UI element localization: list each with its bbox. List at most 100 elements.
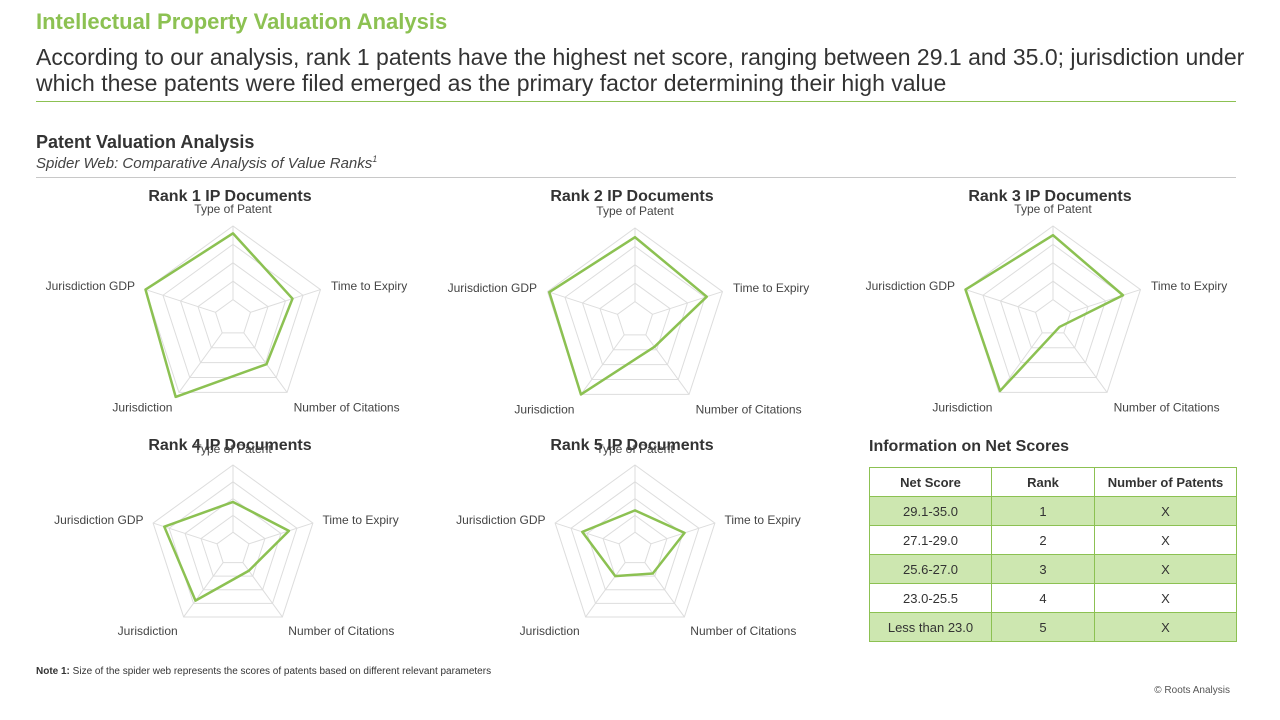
radar-series-line [163,500,291,602]
table-row: 25.6-27.0 3 X [869,554,1237,584]
radar-grid-ring [1017,280,1089,349]
radar-axis-label: Number of Citations [294,400,400,414]
radar-axis-label: Number of Citations [690,624,796,638]
cell-net-score: 25.6-27.0 [869,554,992,584]
cell-number-of-patents: X [1094,496,1237,526]
cell-number-of-patents: X [1094,583,1237,613]
footnote-text: Size of the spider web represents the sc… [69,666,492,677]
title-divider [36,101,1236,102]
radar-spoke [243,332,288,393]
radar-spoke [1063,332,1108,393]
header-rank: Rank [991,467,1095,497]
section-title: Patent Valuation Analysis [36,132,255,152]
cell-rank: 5 [991,612,1095,642]
radar-grid-ring [1034,298,1072,334]
radar-chart-rank-2: Rank 2 IP Documents Type of Patent Time t… [437,188,827,428]
radar-title: Rank 2 IP Documents [550,188,714,205]
radar-series-line [548,235,708,396]
radar-spoke [250,289,321,313]
radar-grid-ring [618,531,652,564]
radar-axis-label: Number of Citations [288,624,394,638]
radar-svg: Type of Patent Time to Expiry Number of Ci… [54,442,399,638]
radar-grid-ring [564,245,706,381]
radar-axis-label: Time to Expiry [724,513,800,527]
radar-svg: Type of Patent Time to Expiry Number of Ci… [866,202,1228,414]
table-row: Less than 23.0 5 X [869,612,1237,642]
radar-spoke [644,562,685,618]
radar-chart-rank-5: Rank 5 IP Documents Type of Patent Time t… [437,437,827,677]
radar-title: Rank 3 IP Documents [968,188,1132,205]
radar-grid-ring [616,300,654,336]
cell-net-score: 27.1-29.0 [869,525,992,555]
cell-number-of-patents: X [1094,554,1237,584]
cell-number-of-patents: X [1094,525,1237,555]
radar-grid-ring [216,531,250,564]
radar-axis-label: Jurisdiction [514,402,574,416]
radar-spoke [998,332,1043,393]
radar-series-line [581,509,686,578]
radar-grid-ring [999,262,1107,364]
cell-net-score: 23.0-25.5 [869,583,992,613]
radar-axis-label: Jurisdiction [118,624,178,638]
radar-title: Rank 4 IP Documents [148,437,312,454]
radar-svg: Type of Patent Time to Expiry Number of Ci… [456,442,801,638]
radar-svg: Type of Patent Time to Expiry Number of Ci… [46,202,408,414]
radar-axis-label: Type of Patent [596,442,674,456]
radar-spoke [585,562,626,618]
radar-spoke [554,522,620,545]
net-scores-title: Information on Net Scores [869,438,1070,455]
radar-grid-ring [599,282,671,351]
radar-spoke [178,332,223,393]
section-subtitle: Spider Web: Comparative Analysis of Valu… [36,154,378,172]
section-divider [36,177,1236,178]
radar-grid-ring [197,280,269,349]
radar-spoke [183,562,224,618]
radar-grid-ring [546,227,724,395]
radar-axis-label: Type of Patent [1014,202,1092,216]
radar-title: Rank 1 IP Documents [148,188,312,205]
cell-rank: 2 [991,525,1095,555]
radar-grid-ring [964,225,1142,393]
radar-spoke [248,522,314,545]
radar-grid-ring [152,464,314,618]
table-row: 29.1-35.0 1 X [869,496,1237,526]
radar-spoke [580,334,625,395]
page-title: Intellectual Property Valuation Analysis [36,9,448,34]
radar-axis-label: Jurisdiction [520,624,580,638]
radar-axis-label: Time to Expiry [322,513,398,527]
cell-number-of-patents: X [1094,612,1237,642]
radar-axis-label: Type of Patent [194,202,272,216]
copyright: © Roots Analysis [1154,685,1230,696]
table-row: 23.0-25.5 4 X [869,583,1237,613]
radar-grid-ring [214,298,252,334]
radar-axis-label: Time to Expiry [1151,279,1227,293]
radar-grid-ring [179,262,287,364]
radar-axis-label: Type of Patent [596,204,674,218]
radar-grid-ring [184,497,282,591]
radar-spoke [652,291,723,315]
radar-title: Rank 5 IP Documents [550,437,714,454]
footnote-marker: 1 [372,154,378,164]
radar-series-line [964,233,1125,393]
radar-axis-label: Jurisdiction GDP [456,513,545,527]
radar-grid-ring [581,264,689,366]
cell-net-score: 29.1-35.0 [869,496,992,526]
radar-spoke [547,291,618,315]
radar-grid-ring [570,481,700,604]
radar-grid-ring [200,514,266,577]
radar-axis-label: Number of Citations [1114,400,1220,414]
table-header-row: Net Score Rank Number of Patents [869,467,1237,497]
radar-axis-label: Jurisdiction GDP [46,279,135,293]
header-net-score: Net Score [869,467,992,497]
radar-axis-label: Number of Citations [696,402,802,416]
radar-chart-rank-1: Rank 1 IP Documents Type of Patent Time t… [35,188,425,428]
radar-axis-label: Jurisdiction GDP [448,281,537,295]
cell-rank: 4 [991,583,1095,613]
radar-grid-ring [602,514,668,577]
radar-chart-rank-3: Rank 3 IP Documents Type of Patent Time t… [855,188,1245,428]
radar-svg: Type of Patent Time to Expiry Number of Ci… [448,204,810,416]
radar-spoke [965,289,1036,313]
radar-grid-ring [554,464,716,618]
radar-chart-rank-4: Rank 4 IP Documents Type of Patent Time t… [35,437,425,677]
radar-axis-label: Jurisdiction [112,400,172,414]
